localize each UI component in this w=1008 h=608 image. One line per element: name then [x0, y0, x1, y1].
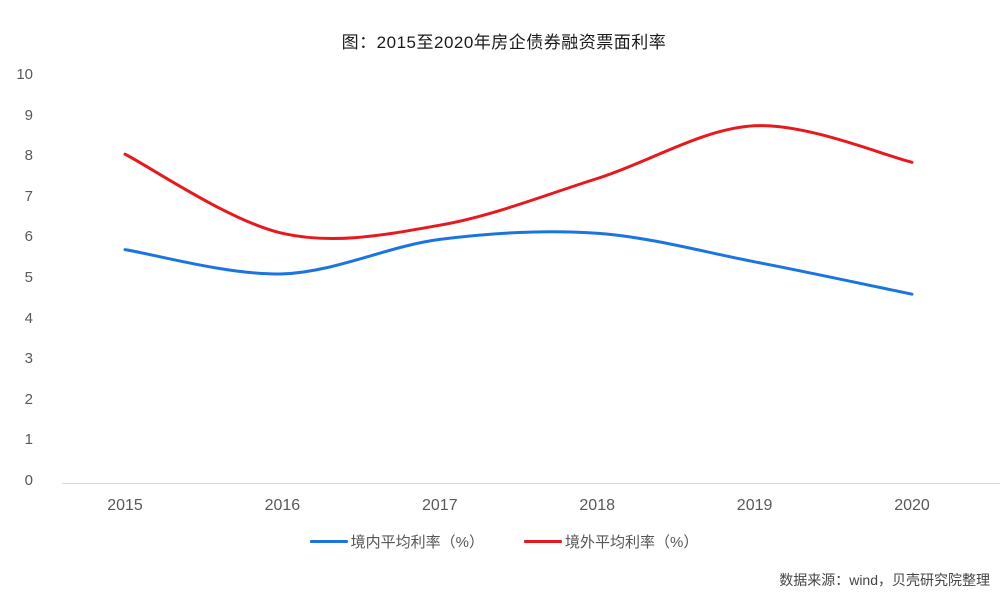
x-axis-line: [62, 483, 1000, 484]
x-tick-label: 2017: [422, 497, 458, 514]
y-tick-label: 5: [24, 269, 33, 286]
x-tick-label: 2015: [107, 497, 143, 514]
series-line-0: [123, 230, 914, 296]
x-tick-label: 2019: [736, 497, 773, 514]
y-tick-label: 8: [24, 147, 33, 165]
series-line-1: [123, 124, 914, 241]
x-tick-label: 2016: [264, 497, 301, 514]
data-source-note: 数据来源：wind，贝壳研究院整理: [779, 572, 990, 588]
legend-item-domestic-rate: 境内平均利率（%）: [309, 531, 484, 552]
y-tick-label: 4: [24, 309, 33, 327]
y-tick-label: 0: [24, 472, 33, 489]
x-tick-label: 2020: [894, 497, 930, 514]
y-tick-label: 6: [24, 228, 33, 246]
legend-line-swatch-red: [524, 540, 562, 543]
chart-title: 图：2015至2020年房企债券融资票面利率: [341, 33, 667, 52]
legend-item-overseas-rate: 境外平均利率（%）: [524, 531, 698, 552]
legend-label-domestic-rate: 境内平均利率（%）: [350, 534, 484, 551]
y-tick-label: 2: [24, 390, 33, 408]
y-tick-label: 7: [24, 187, 33, 205]
y-tick-label: 10: [16, 66, 33, 83]
legend: 境内平均利率（%） 境外平均利率（%）: [0, 531, 1008, 552]
y-tick-label: 1: [24, 431, 33, 449]
x-tick-label: 2018: [579, 497, 615, 514]
y-tick-label: 9: [24, 106, 33, 124]
legend-label-overseas-rate: 境外平均利率（%）: [565, 534, 699, 551]
y-tick-label: 3: [24, 350, 33, 368]
legend-line-swatch-blue: [309, 540, 348, 543]
